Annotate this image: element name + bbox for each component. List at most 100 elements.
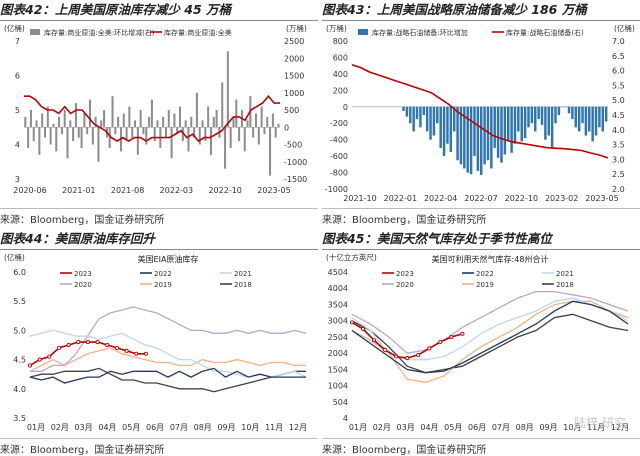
bar — [442, 106, 446, 157]
bar — [77, 127, 80, 138]
bar — [540, 106, 544, 125]
y-tick-label-right: 4.5 — [612, 111, 625, 120]
y-tick-label-left: 600 — [333, 53, 348, 62]
x-tick-label: 2022-04 — [424, 194, 457, 203]
bar — [232, 116, 235, 128]
chart-area: (亿桶) (万桶) 库存量:商业原油:全美:环比增减(右) 库存量:商业原油:全美 7 6… — [0, 21, 318, 205]
bar — [271, 113, 274, 128]
source-note: 来源：Bloomberg，国金证券研究所 — [322, 438, 640, 456]
series-line-2022 — [29, 367, 306, 384]
series-line-2018 — [351, 313, 629, 374]
x-tick-label: 2023-02 — [545, 194, 578, 203]
bar — [24, 116, 27, 128]
bar — [483, 106, 486, 165]
bar — [517, 106, 520, 132]
bar — [530, 106, 534, 124]
y-tick-label: 4.0 — [13, 385, 26, 394]
bar — [167, 110, 170, 128]
y-tick-label: 1004 — [328, 382, 348, 391]
y-axis-label-left: (亿桶) — [4, 23, 25, 33]
bar — [564, 106, 567, 108]
bar — [419, 106, 422, 128]
bar — [176, 127, 179, 135]
bar — [136, 127, 139, 155]
chart-title: 图表45：美国天然气库存处于季节性高位 — [322, 229, 640, 250]
bar — [49, 127, 52, 145]
bar — [229, 127, 232, 148]
legend-label: 2018 — [234, 281, 252, 289]
bar — [27, 127, 30, 148]
y-tick-label-right: 2500 — [284, 37, 304, 46]
y-axis-label-left: (万桶) — [326, 23, 347, 33]
data-point-2023 — [85, 340, 91, 345]
chart-title-inner: 美国EIA原油库存 — [138, 254, 199, 264]
x-tick-label: 11月 — [587, 423, 605, 432]
bar — [554, 106, 557, 124]
y-tick-label-right: 3.0 — [612, 155, 625, 164]
bar — [260, 106, 263, 128]
x-tick-label: 07月 — [492, 423, 510, 432]
y-tick-label-right: 6.0 — [612, 67, 625, 76]
legend-label: 库存量:战略石油储备(右) — [506, 28, 584, 37]
bar — [594, 106, 598, 136]
chart-title-inner: 美国可利用天然气库存:48州合计 — [432, 254, 549, 264]
series-line-2022 — [351, 300, 629, 374]
bar — [527, 106, 530, 128]
bar — [432, 106, 436, 136]
panel-chart-43: 图表43：上周美国战略原油储备减少 186 万桶 (万桶) (亿桶) 库存量:战略石… — [322, 0, 640, 228]
x-tick-label: 2023-05 — [585, 194, 618, 203]
bar — [111, 96, 114, 128]
chart-area: (十亿立方英尺) 美国可利用天然气库存:48州合计 4504 4004 3504 3004… — [322, 250, 640, 436]
legend-label: 库存量:商业原油:全美 — [164, 28, 232, 37]
legend-label: 2019 — [154, 281, 172, 289]
y-tick-label: 6.0 — [13, 268, 26, 277]
bar — [263, 127, 266, 135]
bar — [91, 127, 94, 145]
panel-chart-42: 图表42：上周美国原油库存减少 45 万桶 (亿桶) (万桶) 库存量:商业原油:全… — [0, 0, 318, 228]
bar — [86, 127, 89, 135]
bar — [412, 106, 415, 132]
bar — [591, 106, 594, 142]
series-line-2021 — [351, 297, 629, 361]
data-point-2023 — [405, 356, 410, 361]
bar — [69, 120, 72, 128]
y-tick-label-right: 7.0 — [612, 37, 625, 46]
x-tick-label: 08月 — [516, 423, 534, 432]
bar — [277, 123, 280, 128]
bar — [581, 106, 584, 124]
y-tick-label: 2504 — [328, 333, 348, 342]
bar — [207, 106, 210, 128]
bar — [204, 127, 207, 142]
bar — [187, 127, 190, 152]
bar — [224, 127, 227, 169]
x-tick-label: 06月 — [468, 423, 486, 432]
y-tick-label-left: -800 — [330, 169, 348, 178]
bar — [89, 99, 92, 128]
bar — [117, 116, 120, 128]
x-tick-label: 02月 — [373, 423, 391, 432]
bar — [58, 116, 61, 128]
bar — [94, 116, 97, 128]
bar — [52, 123, 55, 128]
data-point-2023 — [372, 338, 377, 343]
x-tick-label: 12月 — [289, 423, 307, 432]
y-tick-label-right: -1500 — [284, 175, 307, 184]
y-tick-label: 3004 — [328, 317, 348, 326]
y-tick-label-left: -600 — [330, 152, 348, 161]
x-tick-label: 2023-05 — [257, 186, 290, 195]
bar — [108, 127, 111, 148]
data-point-2023 — [449, 334, 454, 340]
bar — [103, 110, 106, 128]
bar — [55, 127, 58, 152]
y-tick-label: 4004 — [328, 284, 348, 293]
bar — [425, 106, 429, 132]
x-tick-label: 2020-06 — [13, 186, 46, 195]
legend-label: 2023 — [396, 270, 414, 278]
bar — [125, 127, 128, 142]
data-point-2023 — [27, 363, 33, 368]
y-tick-label-right: -1000 — [284, 158, 307, 167]
bar — [156, 120, 159, 128]
bar — [405, 106, 409, 117]
bar — [43, 127, 47, 138]
x-tick-label: 10月 — [241, 423, 259, 432]
